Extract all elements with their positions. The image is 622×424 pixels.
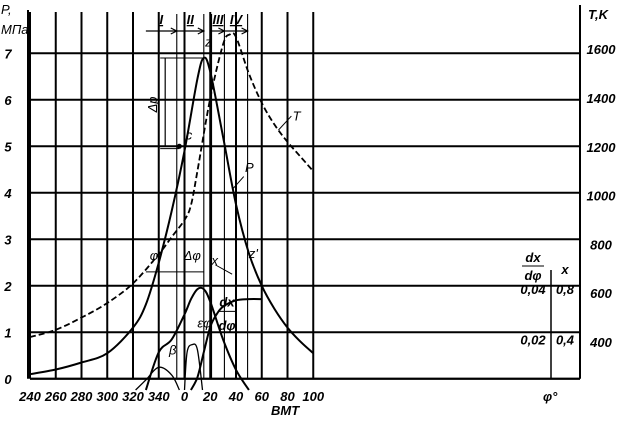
delta-p-label: Δp (145, 96, 160, 113)
y-right-T-tick-label: 1600 (587, 42, 617, 57)
x-axis-right-label: x (560, 262, 569, 277)
phase-label: IV (230, 12, 244, 27)
initial-burn-bump-curve (183, 343, 204, 391)
y-right-dxdphi-tick-label: 0,04 (520, 282, 546, 297)
y-left-tick-label: 3 (4, 232, 12, 247)
x-tick-label: 20 (202, 389, 218, 404)
point-z-label: z (204, 34, 212, 49)
series-label-T: T (293, 109, 302, 124)
y-right-T-tick-label: 1400 (587, 91, 617, 106)
eps-phi-label: εφ (197, 316, 212, 331)
point-c-label: c (186, 127, 193, 142)
chart-curves (29, 31, 314, 391)
phase-label: III (213, 12, 224, 27)
y-left-axis-label-line1: P, (1, 2, 12, 17)
dxdphi-axis-label-num: dx (525, 250, 541, 265)
y-right-T-tick-label: 1200 (587, 140, 617, 155)
y-right-x-tick-label: 0,4 (556, 332, 575, 347)
y-left-tick-label: 5 (4, 139, 12, 154)
x-tick-label: 300 (96, 389, 118, 404)
phase-label: I (160, 12, 164, 27)
y-right-T-tick-label: 400 (589, 335, 612, 350)
series-P-leader (233, 176, 245, 189)
y-right-T-axis-label: T,K (588, 7, 610, 22)
series-temperature-curve (29, 31, 314, 338)
delta-phi-label: Δφ (183, 248, 202, 263)
beta-lobe-curve (135, 366, 180, 391)
series-T-leader (278, 115, 292, 131)
arrow-head (197, 27, 206, 35)
y-right-dxdphi-tick-label: 0,02 (520, 333, 546, 348)
x-axis-label: φ° (543, 389, 558, 404)
y-left-tick-label: 2 (3, 279, 12, 294)
point-z-prime-label: z' (248, 246, 259, 261)
y-left-axis-label-line2: МПа (1, 22, 28, 37)
x-tick-label: 340 (148, 389, 170, 404)
beta-label: β (168, 343, 177, 358)
point-c-marker (176, 143, 182, 149)
dxdphi-curve-label-den: dφ (218, 318, 235, 333)
dxdphi-curve-label-num: dx (219, 295, 235, 310)
x-tick-label: 240 (18, 389, 41, 404)
y-right-x-tick-label: 0,8 (556, 282, 575, 297)
y-left-tick-label: 7 (4, 46, 12, 61)
y-right-T-tick-label: 800 (590, 237, 612, 252)
y-left-tick-label: 0 (4, 372, 12, 387)
x-tick-label: 100 (302, 389, 324, 404)
chart-labels: P, МПа T,K φ° ВМТ 240 260 280 300 320 340 0 20 4… (1, 2, 616, 418)
arrow-head (241, 27, 249, 35)
y-left-tick-label: 4 (3, 186, 12, 201)
dxdphi-axis-label-den: dφ (524, 268, 541, 283)
y-left-tick-label: 1 (4, 325, 11, 340)
tdc-label: ВМТ (271, 403, 300, 418)
y-right-T-tick-label: 600 (590, 286, 612, 301)
chart-grid (27, 5, 581, 380)
series-burned-fraction-curve (190, 298, 262, 391)
phi-i-label: φᵢ (150, 248, 160, 263)
series-pressure-curve (29, 56, 314, 376)
x-tick-label: 80 (280, 389, 295, 404)
x-tick-label: 60 (255, 389, 270, 404)
x-tick-label: 0 (181, 389, 189, 404)
x-tick-label: 320 (122, 389, 144, 404)
y-left-tick-label: 6 (4, 93, 12, 108)
series-x-leader (215, 264, 233, 275)
x-tick-label: 260 (44, 389, 67, 404)
chart-annotations (145, 27, 292, 312)
series-label-P: P (245, 160, 254, 175)
x-tick-label: 280 (70, 389, 93, 404)
x-tick-label: 40 (228, 389, 244, 404)
y-right-T-tick-label: 1000 (587, 189, 617, 204)
series-heat-release-rate-curve (144, 286, 250, 391)
phase-label: II (187, 12, 195, 27)
series-label-x: x (211, 253, 219, 268)
